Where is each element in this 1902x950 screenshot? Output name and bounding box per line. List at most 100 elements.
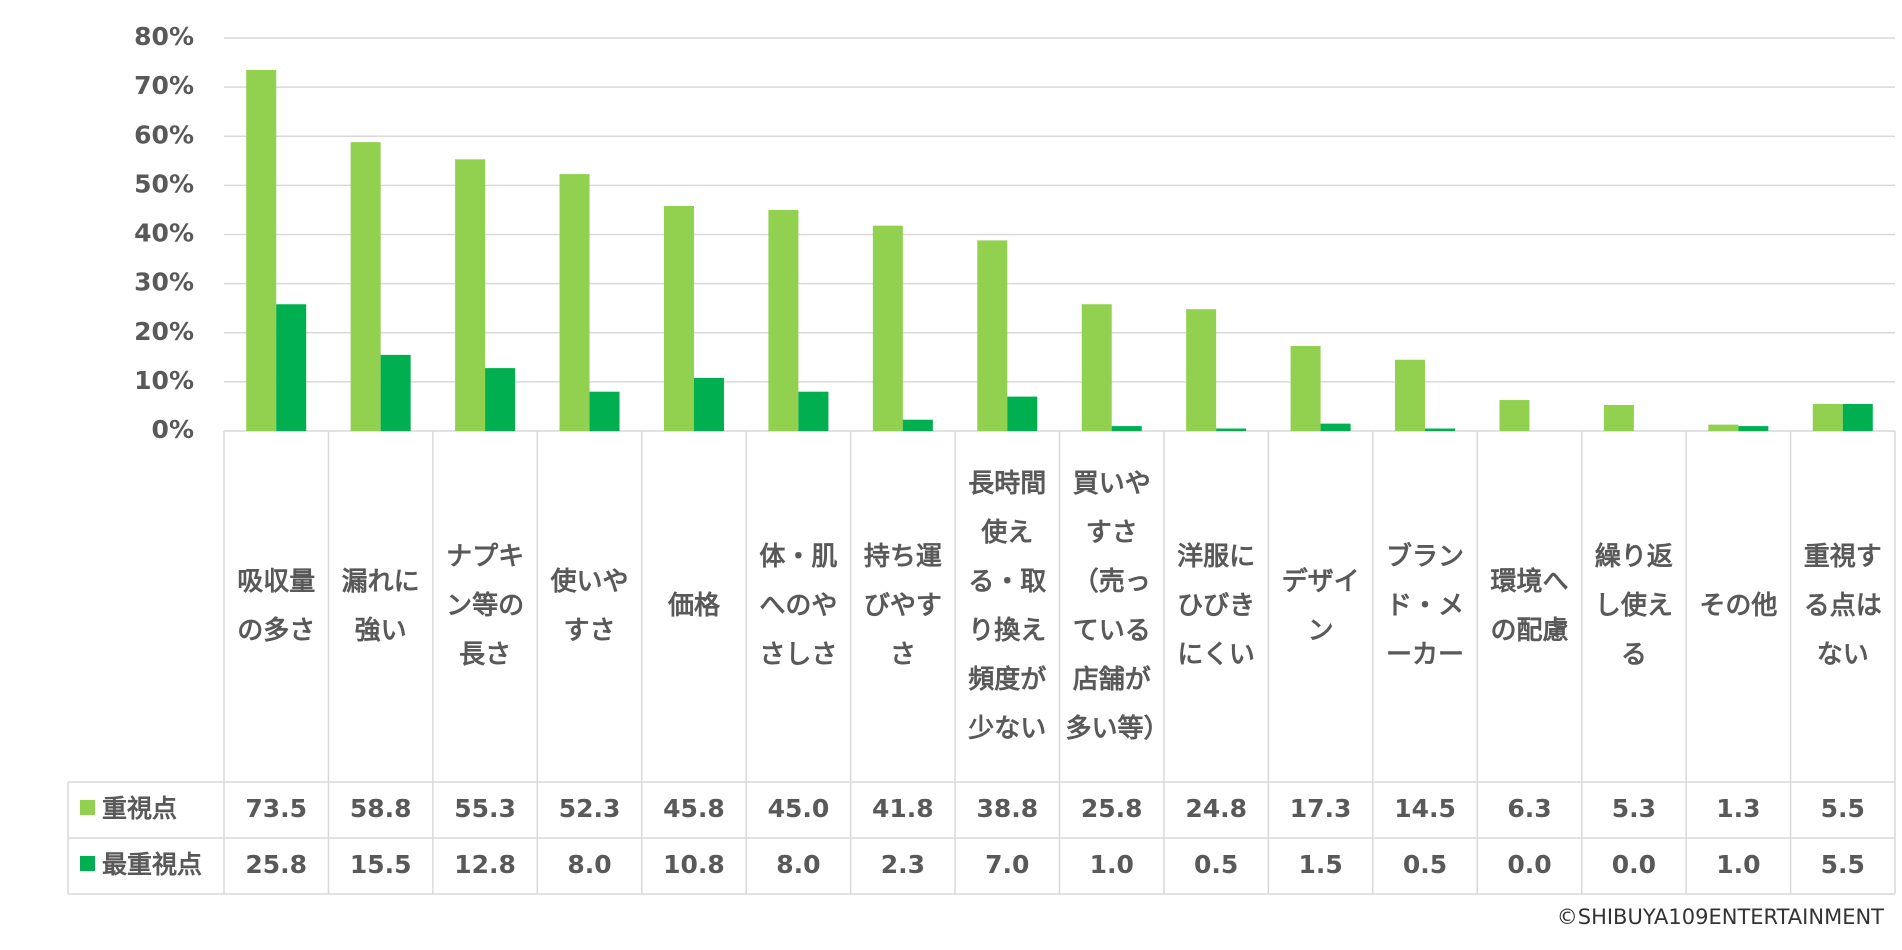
y-tick-label: 80% (134, 22, 194, 51)
table-value: 0.5 (1194, 850, 1238, 879)
legend-swatch (80, 800, 95, 815)
bar (902, 419, 933, 431)
bar (1499, 400, 1530, 431)
table-value: 5.3 (1612, 794, 1656, 823)
category-cell: 買いやすさ（売っている店舗が多い等） (1065, 468, 1164, 744)
x-tick-label: ブランド・メーカー (1386, 542, 1465, 670)
table-value: 73.5 (245, 794, 307, 823)
table-value: 24.8 (1185, 794, 1247, 823)
table-value: 14.5 (1394, 794, 1456, 823)
category-cell: 持ち運びやすさ (863, 542, 942, 670)
bar (977, 240, 1008, 431)
table-value: 7.0 (985, 850, 1029, 879)
table-value: 45.8 (663, 794, 725, 823)
legend-swatch (80, 856, 95, 871)
y-tick-label: 0% (152, 415, 194, 444)
table-value: 15.5 (350, 850, 412, 879)
bar (1603, 404, 1634, 431)
bar (246, 69, 277, 432)
y-tick-label: 20% (134, 317, 194, 346)
x-tick-label: 長時間使える・取り換え頻度が少ない (968, 468, 1047, 744)
y-tick-label: 40% (134, 219, 194, 248)
table-value: 52.3 (559, 794, 621, 823)
table-value: 1.0 (1716, 850, 1760, 879)
bar (1081, 304, 1112, 431)
x-tick-label: デザイン (1281, 566, 1360, 646)
bar (1395, 359, 1426, 431)
bar (1216, 428, 1247, 431)
category-cell: 繰り返し使える (1594, 542, 1673, 670)
x-tick-label: 買いやすさ（売っている店舗が多い等） (1065, 468, 1164, 744)
y-tick-label: 50% (134, 169, 194, 198)
category-cell: ナプキン等の長さ (446, 542, 525, 670)
bar (350, 142, 381, 431)
table-value: 25.8 (1081, 794, 1143, 823)
x-tick-label: その他 (1699, 591, 1778, 621)
table-value: 6.3 (1507, 794, 1551, 823)
bar (1812, 403, 1843, 431)
bar (1708, 424, 1739, 431)
x-tick-label: 漏れに強い (341, 566, 420, 646)
table-value: 5.5 (1821, 850, 1865, 879)
bar (798, 391, 829, 431)
category-cell: 吸収量の多さ (237, 567, 315, 646)
table-value: 8.0 (567, 850, 611, 879)
table-value: 58.8 (350, 794, 412, 823)
category-cell: 使いやすさ (550, 566, 629, 646)
table-value: 12.8 (454, 850, 516, 879)
category-cell: 環境への配慮 (1490, 566, 1569, 646)
table-value: 25.8 (245, 850, 307, 879)
x-tick-label: ナプキン等の長さ (446, 542, 525, 670)
x-tick-label: 重視する点はない (1803, 542, 1882, 670)
category-cell: 漏れに強い (341, 566, 420, 646)
table-value: 1.5 (1298, 850, 1342, 879)
table-value: 45.0 (768, 794, 830, 823)
bar (559, 174, 590, 432)
category-cell: 重視する点はない (1803, 542, 1882, 670)
bar (276, 304, 307, 431)
table-value: 38.8 (976, 794, 1038, 823)
table-value: 17.3 (1290, 794, 1352, 823)
table-value: 1.0 (1090, 850, 1134, 879)
y-tick-label: 10% (134, 366, 194, 395)
table-value: 41.8 (872, 794, 934, 823)
x-tick-label: 使いやすさ (550, 566, 629, 646)
table-value: 10.8 (663, 850, 725, 879)
x-tick-label: 洋服にひびきにくい (1177, 542, 1256, 670)
x-tick-label: 環境への配慮 (1490, 566, 1569, 646)
bar (1007, 396, 1038, 431)
x-tick-label: 持ち運びやすさ (863, 542, 942, 670)
category-cell: 体・肌へのやさしさ (759, 542, 838, 670)
category-cell: 長時間使える・取り換え頻度が少ない (968, 468, 1047, 744)
category-cell: デザイン (1281, 566, 1360, 646)
bar (1186, 309, 1217, 431)
category-cell: その他 (1699, 591, 1778, 621)
bar (589, 391, 620, 431)
table-value: 0.0 (1507, 850, 1551, 879)
bar (380, 354, 411, 431)
table-value: 2.3 (881, 850, 925, 879)
bar (1425, 428, 1456, 431)
legend-label: 最重視点 (102, 850, 202, 879)
x-tick-label: 価格 (667, 591, 720, 621)
x-tick-label: 体・肌へのやさしさ (759, 542, 838, 670)
bar (485, 368, 516, 431)
bar (663, 206, 694, 431)
copyright: ©SHIBUYA109ENTERTAINMENT (1557, 905, 1884, 929)
table-value: 5.5 (1821, 794, 1865, 823)
category-cell: 洋服にひびきにくい (1177, 542, 1256, 670)
table-value: 0.0 (1612, 850, 1656, 879)
x-tick-label: 繰り返し使える (1594, 542, 1673, 670)
bar (455, 159, 486, 431)
bar (1320, 423, 1351, 431)
bar (1738, 426, 1769, 431)
table-value: 1.3 (1716, 794, 1760, 823)
y-tick-label: 70% (134, 71, 194, 100)
table-value: 0.5 (1403, 850, 1447, 879)
y-tick-label: 60% (134, 120, 194, 149)
bar (1290, 346, 1321, 431)
category-cell: 価格 (667, 591, 720, 621)
bar (693, 377, 724, 431)
bar (768, 209, 799, 431)
